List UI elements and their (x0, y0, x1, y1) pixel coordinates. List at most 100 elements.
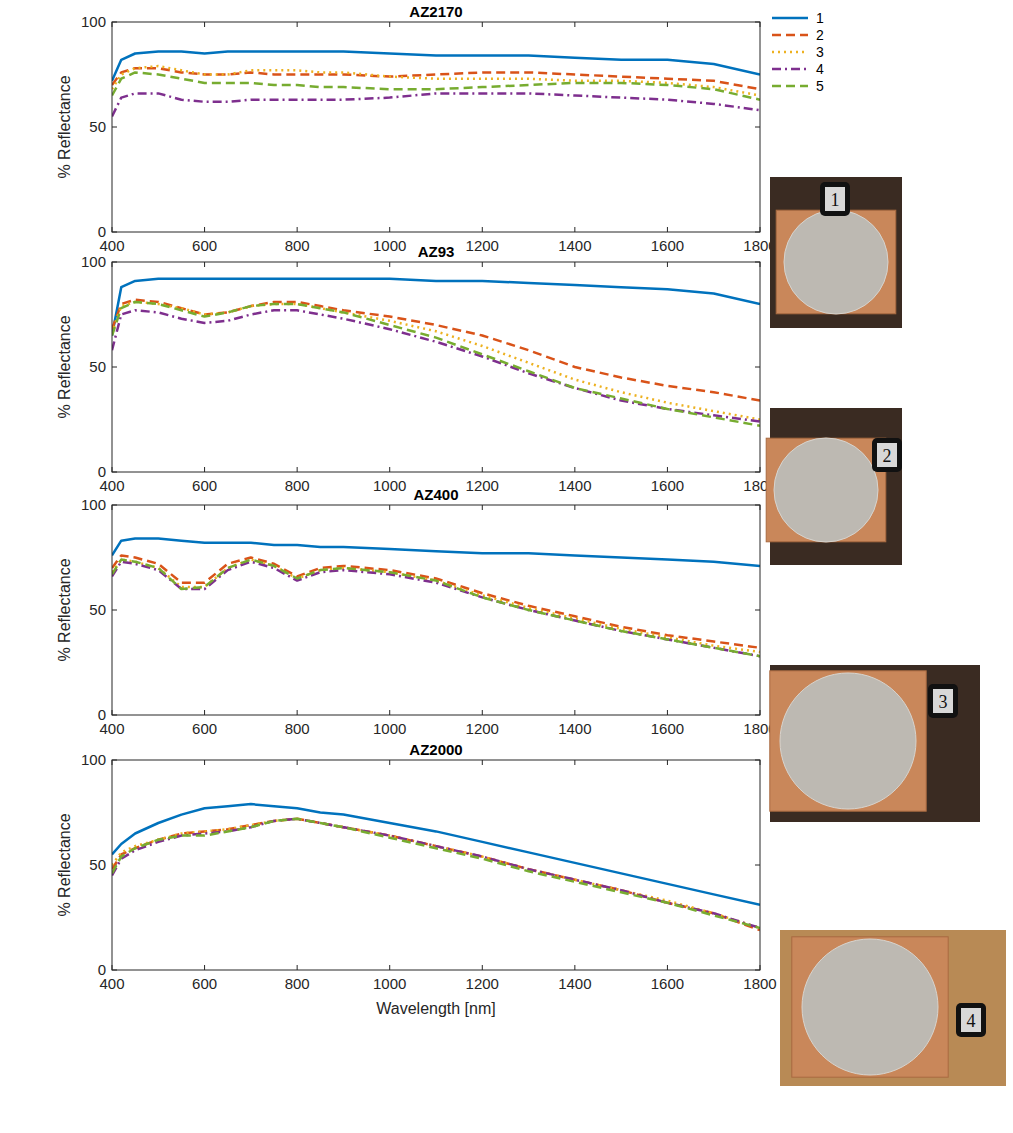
x-tick (667, 505, 668, 510)
series-line (112, 302, 760, 426)
axes-frame (112, 262, 760, 472)
photo-label: 4 (967, 1011, 976, 1031)
x-tick (204, 227, 205, 232)
y-tick (755, 367, 760, 368)
x-tick-label: 1600 (651, 477, 684, 494)
x-tick (297, 760, 298, 765)
legend-label: 4 (816, 61, 824, 77)
series-line (112, 819, 760, 928)
x-tick (389, 965, 390, 970)
x-tick-label: 1000 (373, 720, 406, 737)
x-tick-label: 1000 (373, 237, 406, 254)
sample-disc (802, 939, 938, 1075)
x-tick (482, 467, 483, 472)
title: AZ2170 (409, 3, 462, 20)
x-tick (389, 227, 390, 232)
y-tick-label: 100 (81, 253, 106, 270)
series-line (112, 66, 760, 95)
x-tick-label: 1200 (466, 237, 499, 254)
y-tick-label: 100 (81, 496, 106, 513)
x-tick-label: 1200 (466, 720, 499, 737)
x-tick (667, 710, 668, 715)
y-axis-title: % Reflectance (56, 558, 73, 661)
legend-swatch (772, 34, 808, 37)
x-tick (297, 467, 298, 472)
series-group (112, 804, 760, 930)
x-tick (297, 710, 298, 715)
label-box (820, 182, 850, 216)
x-tick-label: 1600 (651, 975, 684, 992)
x-tick-label: 800 (285, 975, 310, 992)
y-tick (112, 367, 117, 368)
label-box (956, 1003, 986, 1037)
y-tick-label: 50 (89, 118, 106, 135)
x-tick (204, 262, 205, 267)
y-tick-label: 0 (98, 706, 106, 723)
y-axis-title: % Reflectance (56, 75, 73, 178)
x-tick-label: 600 (192, 477, 217, 494)
x-tick (204, 505, 205, 510)
x-tick (482, 710, 483, 715)
y-tick-label: 0 (98, 223, 106, 240)
x-tick-label: 1400 (558, 720, 591, 737)
photo-background (770, 177, 902, 328)
x-tick (482, 227, 483, 232)
legend-label: 1 (816, 10, 824, 26)
y-tick-label: 0 (98, 463, 106, 480)
x-tick (389, 22, 390, 27)
y-tick (112, 610, 117, 611)
x-tick (389, 505, 390, 510)
x-tick (574, 505, 575, 510)
copper-plate (766, 438, 886, 542)
label-box (872, 438, 902, 472)
x-tick (482, 262, 483, 267)
x-tick-label: 1600 (651, 237, 684, 254)
x-tick-label: 1000 (373, 975, 406, 992)
x-tick (574, 467, 575, 472)
panel: 40060080010001200140016001800050100AZ400… (56, 486, 777, 737)
x-tick (389, 262, 390, 267)
series-group (112, 51, 760, 116)
x-tick (667, 467, 668, 472)
series-line (112, 819, 760, 928)
y-tick-label: 100 (81, 751, 106, 768)
x-tick-label: 1400 (558, 237, 591, 254)
y-tick-label: 100 (81, 13, 106, 30)
legend-swatch (772, 51, 808, 54)
label-box-inner (825, 187, 845, 211)
x-tick-label: 1400 (558, 477, 591, 494)
background (0, 0, 1013, 1133)
x-tick-label: 1400 (558, 975, 591, 992)
series-line (112, 804, 760, 905)
photo-label: 1 (831, 190, 840, 210)
series-line (112, 819, 760, 930)
plot-area (112, 505, 760, 715)
y-tick (755, 127, 760, 128)
series-line (112, 562, 760, 657)
figure: 40060080010001200140016001800050100AZ217… (0, 0, 1013, 1133)
series-line (112, 560, 760, 657)
y-tick-label: 0 (98, 961, 106, 978)
x-tick (297, 227, 298, 232)
photo-label: 2 (883, 446, 892, 466)
x-tick-label: 600 (192, 237, 217, 254)
series-line (112, 819, 760, 928)
x-tick (389, 467, 390, 472)
x-tick (204, 760, 205, 765)
x-tick (574, 710, 575, 715)
x-tick-label: 800 (285, 477, 310, 494)
series-line (112, 68, 760, 89)
axes-frame (112, 760, 760, 970)
legend-swatch (772, 68, 808, 71)
x-tick (297, 505, 298, 510)
series-group (112, 539, 760, 657)
x-tick (204, 710, 205, 715)
panel: 40060080010001200140016001800050100AZ217… (56, 3, 824, 254)
sample-disc (784, 210, 888, 314)
y-tick (755, 610, 760, 611)
x-tick (574, 760, 575, 765)
x-tick (204, 965, 205, 970)
sample-photo: 2 (766, 408, 902, 565)
x-tick (574, 227, 575, 232)
x-tick (667, 22, 668, 27)
